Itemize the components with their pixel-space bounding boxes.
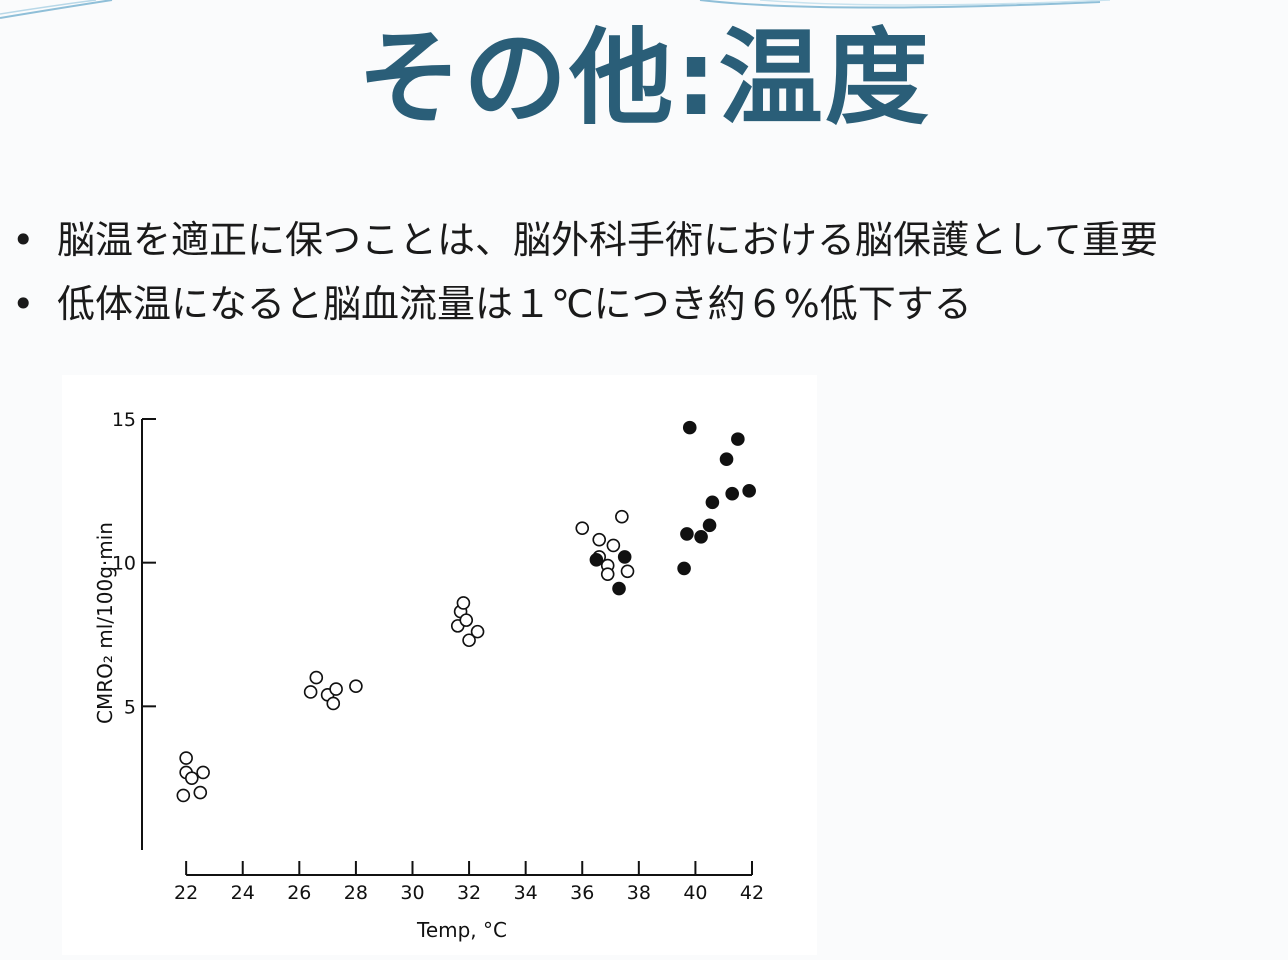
x-tick-label: 42 [740,882,764,904]
data-point-open [470,624,485,639]
bullet-text: 脳温を適正に保つことは、脳外科手術における脳保護として重要 [57,218,1158,262]
data-point-open [620,564,635,579]
data-point-open [592,532,607,547]
bullet-marker: • [12,218,35,262]
data-point-filled [694,530,708,544]
y-axis-label: CMRO₂ ml/100g·min [93,522,117,724]
data-point-filled [705,495,720,510]
data-point-open [193,785,208,800]
data-point-open [606,538,621,553]
data-point-open [329,682,343,696]
data-point-open [349,679,363,694]
data-point-filled [612,581,626,596]
data-point-open [303,685,318,699]
y-tick-label: 10 [112,553,136,575]
data-point-filled [731,432,745,446]
data-point-open [459,613,474,627]
data-point-open [179,751,193,765]
data-point-filled [589,552,604,567]
data-point-open [462,633,476,648]
x-tick-label: 30 [400,882,424,904]
data-point-open [456,596,471,610]
data-point-filled [719,452,734,467]
x-tick-label: 32 [457,882,481,904]
data-point-open [575,521,590,535]
y-tick-label: 15 [112,409,136,431]
x-tick-label: 24 [231,882,255,904]
x-axis-label: Temp, °C [416,918,507,942]
data-point-open [615,509,629,524]
x-tick-label: 22 [174,882,198,904]
data-point-filled [682,420,697,435]
data-point-filled [702,518,717,533]
bullet-item: • 脳温を適正に保つことは、脳外科手術における脳保護として重要 [0,210,1288,274]
data-point-open [176,788,191,803]
bullet-text: 低体温になると脳血流量は１℃につき約６%低下する [57,282,972,326]
data-point-open [185,771,199,785]
data-point-filled [680,527,694,541]
x-tick-label: 34 [514,882,538,904]
data-point-open [326,696,341,711]
data-point-open [196,765,210,780]
data-point-filled [617,550,632,564]
bullet-list: • 脳温を適正に保つことは、脳外科手術における脳保護として重要 • 低体温になる… [0,210,1288,338]
data-point-filled [677,561,691,576]
data-point-filled [742,484,756,498]
x-tick-label: 38 [627,882,651,904]
slide-title: その他:温度 [357,17,931,139]
x-tick-label: 26 [287,882,311,904]
x-tick-label: 28 [344,882,368,904]
x-tick-label: 36 [570,882,594,904]
bullet-marker: • [12,282,35,326]
chart-figure: 5 10 15 22 24 26 28 30 32 34 36 38 40 42 Temp, °C CMR… [62,375,817,955]
data-point-open [309,670,324,685]
data-point-open [600,567,615,581]
header-decoration [0,0,1111,19]
data-point-filled [725,486,739,501]
bullet-item: • 低体温になると脳血流量は１℃につき約６%低下する [0,274,1288,338]
scatter-chart: 5 10 15 22 24 26 28 30 32 34 36 38 40 42 Temp, °C CMR… [93,409,764,942]
y-tick-label: 5 [124,696,136,718]
x-tick-label: 40 [683,882,707,904]
